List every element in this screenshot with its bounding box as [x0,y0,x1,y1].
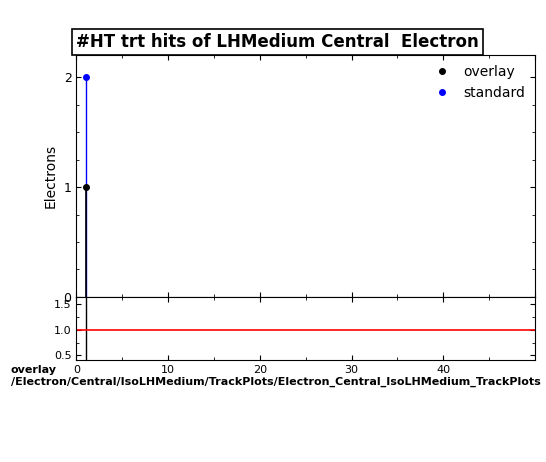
Y-axis label: Electrons: Electrons [44,144,58,208]
Text: #HT trt hits of LHMedium Central  Electron: #HT trt hits of LHMedium Central Electro… [76,33,479,51]
Legend: overlay, standard: overlay, standard [426,60,531,106]
Text: overlay
/Electron/Central/IsoLHMedium/TrackPlots/Electron_Central_IsoLHMedium_Tr: overlay /Electron/Central/IsoLHMedium/Tr… [11,365,541,387]
